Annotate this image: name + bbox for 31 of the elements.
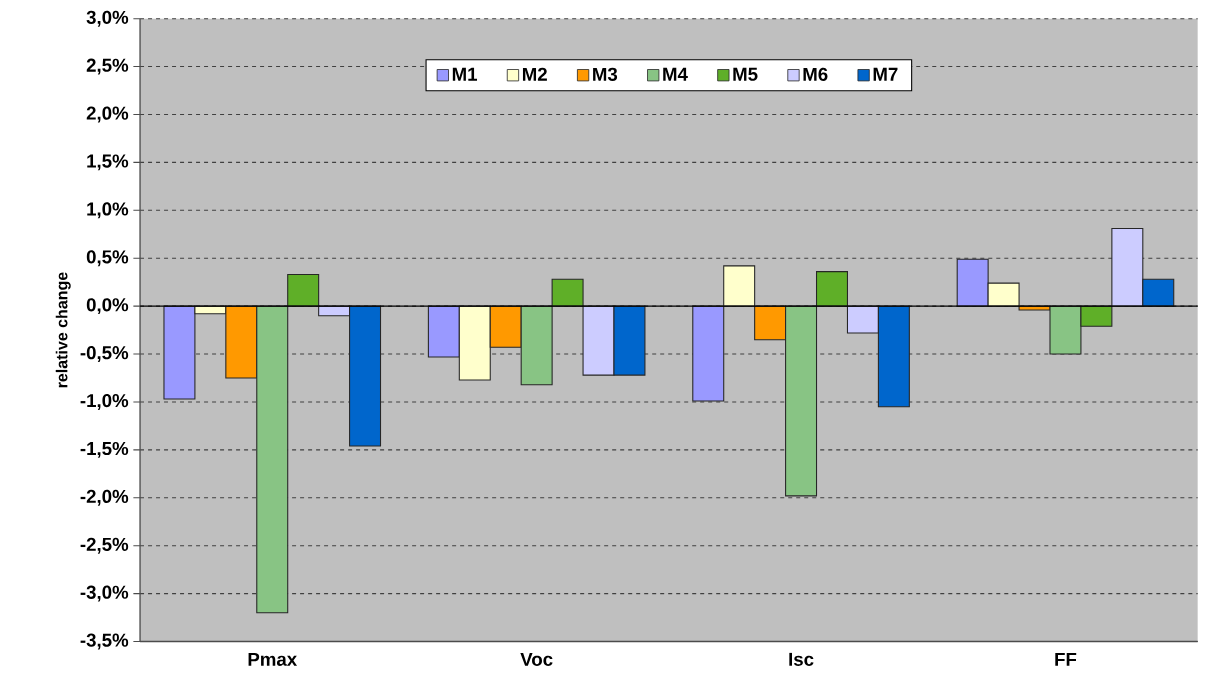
legend-label: M4 [663,68,688,81]
legend-label: M1 [452,68,478,81]
y-tick-label: 2,0% [86,106,129,123]
y-axis-title: relative change [55,272,71,388]
y-tick-label: -1,5% [80,442,129,459]
x-tick-label: Isc [789,653,814,667]
y-tick-label: -0,5% [80,346,129,363]
legend-label: M3 [593,67,618,82]
bar [551,278,584,307]
y-tick-label: 1,0% [87,202,129,219]
y-tick-label: -3,5% [80,633,129,650]
x-tick-label: Voc [520,653,553,667]
x-tick-label: FF [1055,653,1077,666]
y-tick-label: 1,5% [87,154,129,171]
y-tick-label: 0,0% [86,298,129,315]
legend-label: M6 [803,67,828,82]
bar [692,305,725,402]
legend-label: M7 [873,68,898,81]
bar [287,274,320,307]
legend-label: M2 [522,67,547,81]
y-tick-label: -2,5% [80,537,129,554]
y-tick-label: 0,5% [86,250,129,267]
y-tick-label: 2,5% [86,58,129,75]
bar [723,265,756,307]
y-tick-label: 3,0% [86,10,129,27]
x-tick-label: Pmax [248,653,298,667]
bar [815,271,848,307]
y-tick-label: -2,0% [80,490,129,506]
y-tick-label: -3,0% [80,585,129,602]
legend-label: M5 [733,68,758,82]
y-tick-label: -1,0% [80,394,129,411]
